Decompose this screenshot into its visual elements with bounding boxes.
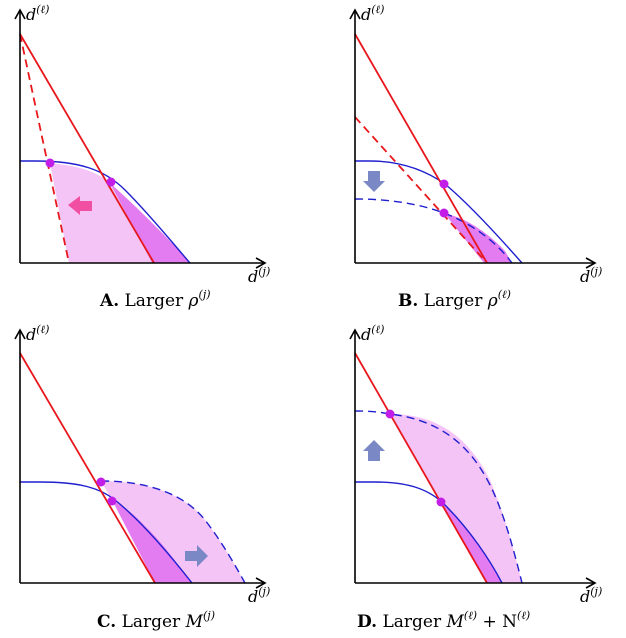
- caption-d: D. Larger M(ℓ) + N(ℓ): [357, 609, 530, 632]
- x-axis-label: d(j): [580, 265, 602, 286]
- red-constraint-line: [354, 352, 488, 584]
- caption-a: A. Larger ρ(j): [99, 288, 211, 311]
- intersection-point: [107, 496, 117, 506]
- down-arrow-icon: [363, 171, 385, 192]
- caption-b: B. Larger ρ(ℓ): [398, 288, 511, 311]
- feasible-region-light: [36, 163, 152, 263]
- intersection-point: [439, 208, 449, 218]
- blue-constraint-curve: [20, 160, 191, 264]
- intersection-point: [106, 177, 116, 187]
- y-axis-label: d(ℓ): [361, 3, 384, 24]
- x-axis-label: d(j): [248, 585, 270, 606]
- left-arrow-icon: [68, 196, 92, 215]
- y-axis-label: d(ℓ): [26, 323, 49, 344]
- intersection-point: [439, 179, 449, 189]
- x-axis-label: d(j): [248, 265, 270, 286]
- caption-c: C. Larger M(j): [97, 609, 215, 632]
- red-dashed-line: [354, 116, 488, 264]
- red-constraint-line: [19, 352, 156, 584]
- panel-a: d(ℓ) d(j) A. Larger ρ(j): [14, 3, 270, 311]
- blue-dashed-curve: [354, 198, 513, 264]
- feasible-region-dark: [444, 213, 512, 263]
- red-constraint-line: [354, 33, 488, 264]
- feasible-region-dark: [110, 183, 190, 263]
- intersection-point: [436, 497, 446, 507]
- panel-c: d(ℓ) d(j) C. Larger M(j): [14, 323, 270, 632]
- feasible-region-dark: [441, 502, 502, 583]
- panel-b: d(ℓ) d(j) B. Larger ρ(ℓ): [349, 3, 602, 311]
- feasible-region-light: [390, 414, 522, 583]
- blue-constraint-curve: [355, 481, 503, 584]
- feasible-region-dark: [112, 500, 192, 583]
- y-axis-label: d(ℓ): [26, 3, 49, 24]
- intersection-point: [385, 409, 395, 419]
- red-constraint-line: [19, 33, 155, 264]
- x-axis-label: d(j): [580, 585, 602, 606]
- up-arrow-icon: [363, 440, 385, 461]
- feasible-region-light: [101, 481, 245, 583]
- red-dashed-line: [19, 33, 70, 264]
- panel-d: d(ℓ) d(j) D. Larger M(ℓ) + N(ℓ): [349, 323, 602, 632]
- intersection-point: [45, 158, 55, 168]
- right-arrow-icon: [185, 545, 208, 567]
- intersection-point: [96, 477, 106, 487]
- y-axis-label: d(ℓ): [361, 323, 384, 344]
